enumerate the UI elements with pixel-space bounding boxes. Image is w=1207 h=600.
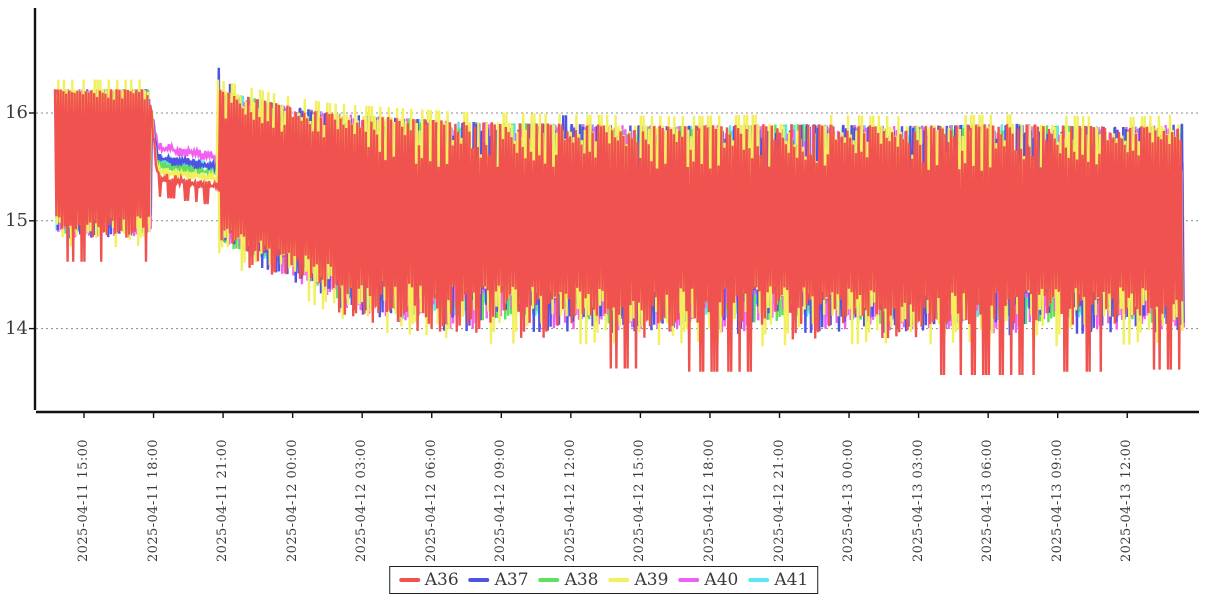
- x-tick-label: 2025-04-13 06:00: [980, 439, 996, 562]
- legend-item-A40: A40: [678, 569, 739, 590]
- x-tick-label: 2025-04-12 15:00: [632, 439, 648, 562]
- legend-label-A36: A36: [424, 569, 459, 590]
- legend-label-A37: A37: [494, 569, 529, 590]
- x-tick-label: 2025-04-12 00:00: [284, 439, 300, 562]
- legend-swatch-A41: [748, 578, 770, 582]
- legend-swatch-A36: [398, 578, 420, 582]
- x-tick-label: 2025-04-13 00:00: [841, 439, 857, 562]
- legend-item-A41: A41: [748, 569, 809, 590]
- x-tick-label: 2025-04-13 09:00: [1049, 439, 1065, 562]
- legend-item-A37: A37: [468, 569, 529, 590]
- x-tick-label: 2025-04-12 09:00: [493, 439, 509, 562]
- x-tick-label: 2025-04-13 03:00: [910, 439, 926, 562]
- x-tick-label: 2025-04-12 18:00: [701, 439, 717, 562]
- x-tick-label: 2025-04-11 15:00: [76, 439, 91, 562]
- legend-label-A40: A40: [704, 569, 739, 590]
- legend-item-A38: A38: [538, 569, 599, 590]
- y-tick-label-16: 16: [5, 102, 28, 123]
- x-tick-label: 2025-04-12 21:00: [771, 439, 787, 562]
- y-tick-label-15: 15: [5, 209, 28, 231]
- legend-label-A38: A38: [564, 569, 599, 590]
- legend-swatch-A40: [678, 578, 700, 582]
- legend-label-A39: A39: [634, 569, 669, 590]
- legend-swatch-A39: [608, 578, 630, 582]
- y-tick-label-14: 14: [5, 317, 28, 339]
- x-tick-label: 2025-04-12 03:00: [354, 439, 370, 562]
- legend-item-A36: A36: [398, 569, 459, 590]
- x-tick-label: 2025-04-12 06:00: [423, 439, 439, 562]
- x-tick-label: 2025-04-11 18:00: [145, 439, 161, 562]
- legend-label-A41: A41: [774, 569, 809, 590]
- x-tick-label: 2025-04-13 12:00: [1119, 439, 1135, 562]
- legend-swatch-A37: [468, 578, 490, 582]
- series-A36: [53, 89, 1184, 376]
- legend-item-A39: A39: [608, 569, 669, 590]
- legend-swatch-A38: [538, 578, 560, 582]
- x-tick-label: 2025-04-11 21:00: [215, 439, 231, 562]
- legend: A36 A37 A38 A39 A40 A41: [388, 566, 819, 594]
- x-tick-label: 2025-04-12 12:00: [562, 439, 578, 562]
